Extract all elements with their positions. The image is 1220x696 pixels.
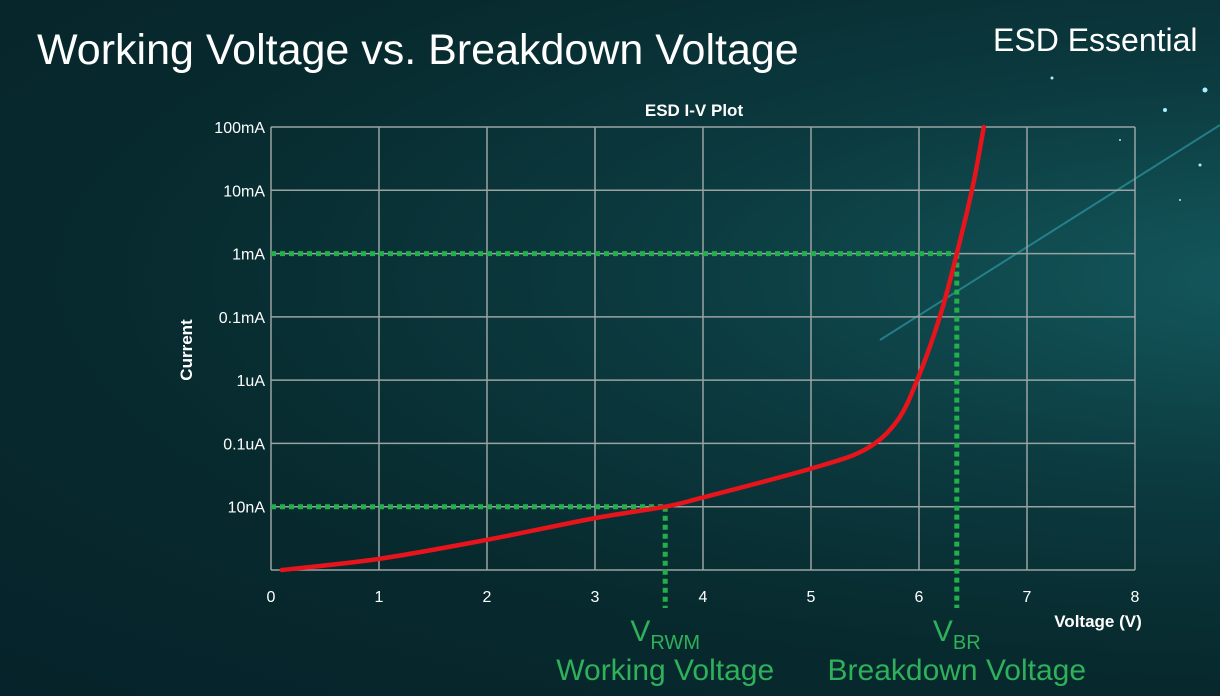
grid [270, 126, 1136, 571]
iv-curve [279, 124, 987, 573]
y-tick-label: 1uA [237, 373, 266, 390]
marker-label-VRWM: Working Voltage [556, 654, 774, 687]
y-axis-label: Current [177, 319, 196, 381]
marker-lines [271, 251, 960, 608]
marker-symbol-VRWM: VRWM [630, 615, 700, 654]
marker-label-VBR: Breakdown Voltage [828, 654, 1087, 687]
y-tick-label: 10nA [228, 500, 266, 517]
x-tick-label: 5 [807, 589, 816, 606]
x-tick-label: 7 [1023, 589, 1032, 606]
x-tick-label: 2 [483, 589, 492, 606]
x-tick-label: 1 [375, 589, 384, 606]
x-tick-label: 6 [915, 589, 924, 606]
y-tick-label: 0.1uA [223, 436, 265, 453]
y-tick-label: 0.1mA [219, 310, 266, 327]
chart-title: ESD I-V Plot [645, 101, 744, 120]
x-axis-label: Voltage (V) [1054, 612, 1142, 631]
marker-symbol-VBR: VBR [933, 615, 981, 654]
x-tick-label: 3 [591, 589, 600, 606]
x-ticks: 0 1 2 3 4 5 6 7 8 [267, 589, 1140, 606]
x-tick-label: 8 [1131, 589, 1140, 606]
y-tick-label: 10mA [223, 183, 265, 200]
x-tick-label: 0 [267, 589, 276, 606]
y-tick-label: 1mA [232, 247, 265, 264]
y-ticks: 100mA 10mA 1mA 0.1mA 1uA 0.1uA 10nA [214, 120, 265, 517]
y-tick-label: 100mA [214, 120, 265, 137]
x-tick-label: 4 [699, 589, 708, 606]
brand-title: ESD Essential [993, 22, 1198, 58]
decor-streak [879, 76, 1220, 341]
slide-title: Working Voltage vs. Breakdown Voltage [37, 26, 799, 74]
